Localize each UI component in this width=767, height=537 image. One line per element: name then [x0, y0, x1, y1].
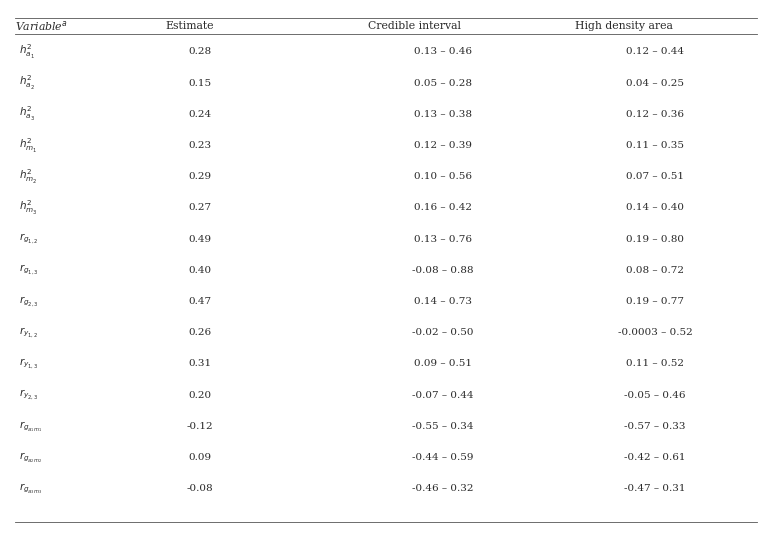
- Text: 0.09 – 0.51: 0.09 – 0.51: [414, 359, 472, 368]
- Text: -0.02 – 0.50: -0.02 – 0.50: [413, 328, 474, 337]
- Text: 0.20: 0.20: [189, 391, 212, 400]
- Text: $h^{2}_{m_3}$: $h^{2}_{m_3}$: [19, 199, 38, 217]
- Text: -0.08: -0.08: [186, 484, 213, 494]
- Text: Estimate: Estimate: [165, 21, 213, 31]
- Text: $h^{2}_{m_2}$: $h^{2}_{m_2}$: [19, 168, 38, 186]
- Text: -0.57 – 0.33: -0.57 – 0.33: [624, 422, 686, 431]
- Text: 0.11 – 0.52: 0.11 – 0.52: [626, 359, 684, 368]
- Text: Variable$^{a}$: Variable$^{a}$: [15, 19, 68, 33]
- Text: -0.05 – 0.46: -0.05 – 0.46: [624, 391, 686, 400]
- Text: 0.13 – 0.46: 0.13 – 0.46: [414, 47, 472, 56]
- Text: 0.24: 0.24: [189, 110, 212, 119]
- Text: -0.42 – 0.61: -0.42 – 0.61: [624, 453, 686, 462]
- Text: 0.12 – 0.44: 0.12 – 0.44: [626, 47, 684, 56]
- Text: 0.04 – 0.25: 0.04 – 0.25: [626, 79, 684, 88]
- Text: $r_{g_{2,3}}$: $r_{g_{2,3}}$: [19, 295, 39, 309]
- Text: 0.28: 0.28: [189, 47, 212, 56]
- Text: 0.15: 0.15: [189, 79, 212, 88]
- Text: 0.05 – 0.28: 0.05 – 0.28: [414, 79, 472, 88]
- Text: 0.12 – 0.39: 0.12 – 0.39: [414, 141, 472, 150]
- Text: -0.08 – 0.88: -0.08 – 0.88: [413, 266, 474, 275]
- Text: $r_{y_{1,2}}$: $r_{y_{1,2}}$: [19, 326, 38, 340]
- Text: $h^{2}_{a_3}$: $h^{2}_{a_3}$: [19, 105, 35, 124]
- Text: -0.0003 – 0.52: -0.0003 – 0.52: [618, 328, 693, 337]
- Text: 0.11 – 0.35: 0.11 – 0.35: [626, 141, 684, 150]
- Text: $h^{2}_{a_2}$: $h^{2}_{a_2}$: [19, 74, 35, 92]
- Text: 0.47: 0.47: [189, 297, 212, 306]
- Text: 0.19 – 0.80: 0.19 – 0.80: [626, 235, 684, 244]
- Text: 0.27: 0.27: [189, 204, 212, 213]
- Text: $h^{2}_{m_1}$: $h^{2}_{m_1}$: [19, 136, 38, 155]
- Text: $h^{2}_{a_1}$: $h^{2}_{a_1}$: [19, 43, 35, 61]
- Text: -0.47 – 0.31: -0.47 – 0.31: [624, 484, 686, 494]
- Text: $r_{g_{1,2}}$: $r_{g_{1,2}}$: [19, 232, 39, 246]
- Text: -0.07 – 0.44: -0.07 – 0.44: [413, 391, 474, 400]
- Text: 0.12 – 0.36: 0.12 – 0.36: [626, 110, 684, 119]
- Text: -0.12: -0.12: [186, 422, 213, 431]
- Text: 0.07 – 0.51: 0.07 – 0.51: [626, 172, 684, 182]
- Text: -0.46 – 0.32: -0.46 – 0.32: [413, 484, 474, 494]
- Text: -0.44 – 0.59: -0.44 – 0.59: [413, 453, 474, 462]
- Text: $r_{g_{1,3}}$: $r_{g_{1,3}}$: [19, 263, 39, 278]
- Text: $r_{g_{a_1m_1}}$: $r_{g_{a_1m_1}}$: [19, 419, 43, 434]
- Text: $r_{y_{2,3}}$: $r_{y_{2,3}}$: [19, 388, 38, 402]
- Text: Credible interval: Credible interval: [368, 21, 461, 31]
- Text: 0.16 – 0.42: 0.16 – 0.42: [414, 204, 472, 213]
- Text: 0.08 – 0.72: 0.08 – 0.72: [626, 266, 684, 275]
- Text: 0.10 – 0.56: 0.10 – 0.56: [414, 172, 472, 182]
- Text: High density area: High density area: [575, 21, 673, 31]
- Text: 0.29: 0.29: [189, 172, 212, 182]
- Text: 0.26: 0.26: [189, 328, 212, 337]
- Text: 0.31: 0.31: [189, 359, 212, 368]
- Text: $r_{g_{a_2m_2}}$: $r_{g_{a_2m_2}}$: [19, 450, 43, 465]
- Text: 0.49: 0.49: [189, 235, 212, 244]
- Text: 0.13 – 0.38: 0.13 – 0.38: [414, 110, 472, 119]
- Text: 0.14 – 0.40: 0.14 – 0.40: [626, 204, 684, 213]
- Text: 0.19 – 0.77: 0.19 – 0.77: [626, 297, 684, 306]
- Text: 0.14 – 0.73: 0.14 – 0.73: [414, 297, 472, 306]
- Text: 0.09: 0.09: [189, 453, 212, 462]
- Text: 0.40: 0.40: [189, 266, 212, 275]
- Text: $r_{y_{1,3}}$: $r_{y_{1,3}}$: [19, 357, 38, 371]
- Text: $r_{g_{a_3m_3}}$: $r_{g_{a_3m_3}}$: [19, 481, 43, 496]
- Text: 0.13 – 0.76: 0.13 – 0.76: [414, 235, 472, 244]
- Text: 0.23: 0.23: [189, 141, 212, 150]
- Text: -0.55 – 0.34: -0.55 – 0.34: [413, 422, 474, 431]
